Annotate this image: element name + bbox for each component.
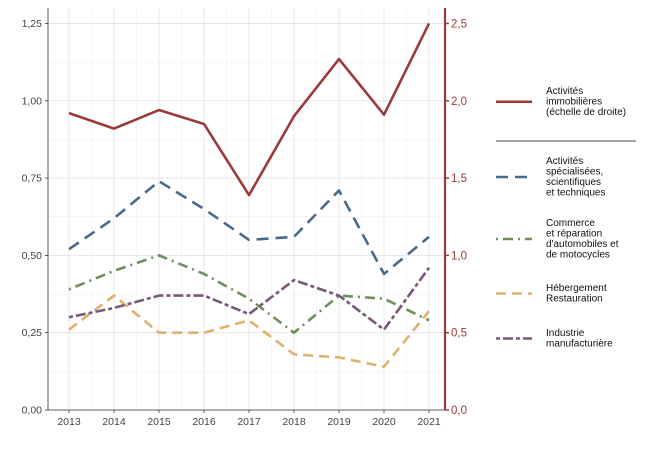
y-tick-label-right: 0,5 (451, 328, 467, 340)
gridlines (48, 8, 445, 411)
legend-label-line: Activités (546, 86, 583, 97)
y-tick-label-left: 1,00 (22, 95, 43, 107)
y-tick-label-left: 0,00 (22, 405, 43, 417)
y-tick-label-left: 0,50 (22, 250, 43, 262)
y-tick-label-right: 2,0 (451, 96, 467, 108)
y-tick-label-right: 1,5 (451, 173, 467, 185)
x-tick-label: 2018 (282, 416, 306, 428)
series-line-3 (68, 254, 430, 334)
x-tick-label: 2016 (192, 416, 216, 428)
x-tick-label: 2019 (327, 416, 351, 428)
legend-label-line: d'automobiles et (546, 239, 619, 250)
series-line-4 (68, 294, 431, 369)
series-line-2 (68, 179, 430, 276)
legend-label-line: manufacturière (546, 339, 613, 350)
series-line-1 (68, 22, 431, 197)
y-tick-label-right: 2,5 (451, 18, 467, 30)
legend-label-line: de motocycles (546, 250, 610, 261)
legend-label-line: spécialisées, (546, 167, 603, 178)
y-tick-label-right: 1,0 (451, 250, 467, 262)
legend-label-line: Commerce (546, 218, 595, 229)
legend-label-line: et techniques (546, 188, 606, 199)
legend-label-line: (échelle de droite) (546, 107, 626, 118)
legend: Activités immobilières (échelle de droite)… (496, 86, 636, 350)
series-line-5 (68, 266, 431, 331)
x-tick-label: 2017 (237, 416, 261, 428)
legend-label-2: Activités spécialisées, scientifiques et te… (546, 156, 606, 199)
legend-label-line: Restauration (546, 294, 603, 305)
y-tick-label-left: 0,75 (22, 173, 43, 185)
legend-label-line: scientifiques (546, 177, 601, 188)
legend-label-5: Industrie manufacturière (546, 328, 613, 350)
x-tick-label: 2020 (372, 416, 396, 428)
legend-label-line: et réparation (546, 229, 602, 240)
x-tick-label: 2013 (57, 416, 81, 428)
x-tick-label: 2021 (417, 416, 441, 428)
legend-label-3: Commerce et réparation d'automobiles et de … (546, 218, 619, 261)
y-tick-label-right: 0,0 (451, 405, 467, 417)
y-tick-label-left: 1,25 (22, 18, 43, 30)
legend-label-line: Industrie (546, 328, 585, 339)
legend-label-line: Activités (546, 156, 583, 167)
x-tick-label: 2014 (102, 416, 126, 428)
axes: 0,00 0,25 0,50 0,75 1,00 1,25 2013 2014 2015 2016… (22, 8, 467, 428)
legend-label-4: Hébergement Restauration (546, 283, 607, 305)
y-tick-label-left: 0,25 (22, 327, 43, 339)
legend-label-line: Hébergement (546, 283, 607, 294)
series-lines (68, 22, 431, 369)
legend-label-1: Activités immobilières (échelle de droite) (546, 86, 626, 118)
legend-label-line: immobilières (546, 97, 602, 108)
x-tick-label: 2015 (147, 416, 171, 428)
